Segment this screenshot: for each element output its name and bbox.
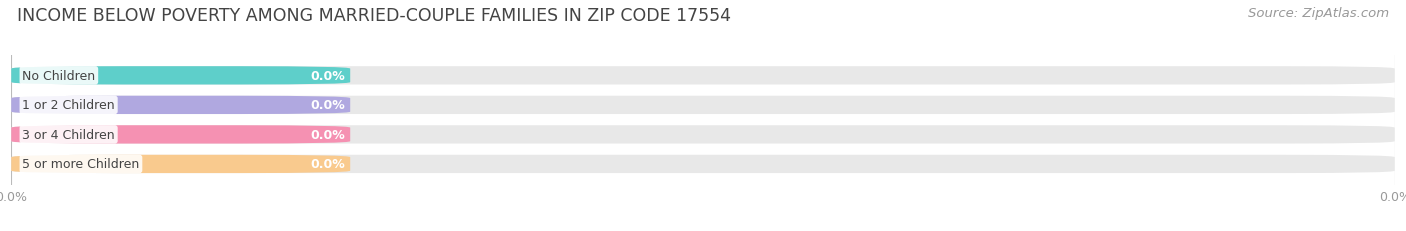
Text: No Children: No Children [22,70,96,82]
Text: 1 or 2 Children: 1 or 2 Children [22,99,115,112]
Text: 0.0%: 0.0% [309,99,344,112]
Text: 5 or more Children: 5 or more Children [22,158,139,171]
Text: 3 or 4 Children: 3 or 4 Children [22,128,115,141]
FancyBboxPatch shape [11,155,1395,173]
Text: INCOME BELOW POVERTY AMONG MARRIED-COUPLE FAMILIES IN ZIP CODE 17554: INCOME BELOW POVERTY AMONG MARRIED-COUPL… [17,7,731,25]
Text: 0.0%: 0.0% [309,128,344,141]
FancyBboxPatch shape [11,67,350,85]
FancyBboxPatch shape [11,126,1395,144]
Text: 0.0%: 0.0% [309,70,344,82]
FancyBboxPatch shape [11,96,1395,115]
FancyBboxPatch shape [11,96,350,115]
FancyBboxPatch shape [11,155,350,173]
FancyBboxPatch shape [11,67,1395,85]
FancyBboxPatch shape [11,126,350,144]
Text: Source: ZipAtlas.com: Source: ZipAtlas.com [1249,7,1389,20]
Text: 0.0%: 0.0% [309,158,344,171]
